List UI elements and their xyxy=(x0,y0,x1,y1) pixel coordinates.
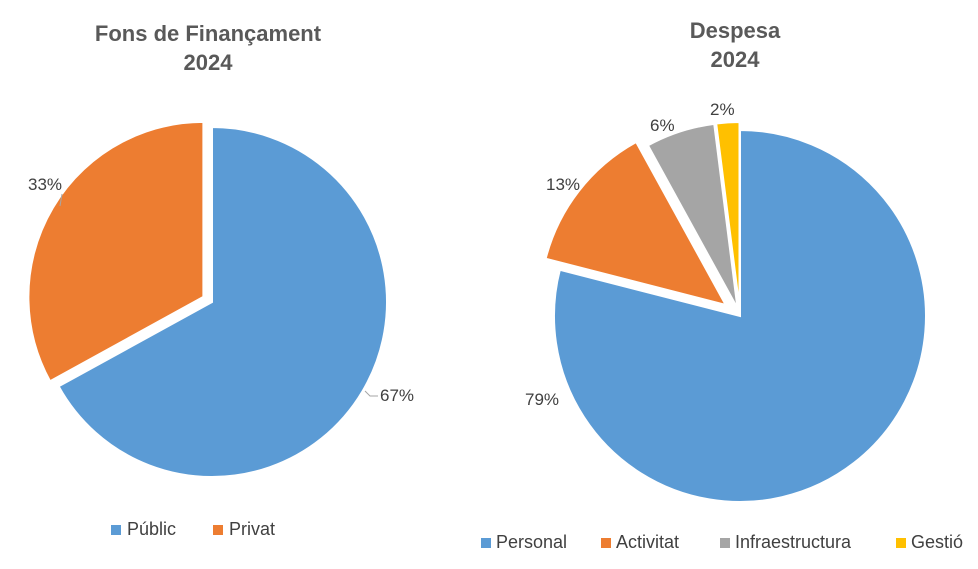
legend-swatch-personal xyxy=(481,538,491,548)
chart2-subtitle: 2024 xyxy=(711,47,761,72)
legend-label-public: Públic xyxy=(127,519,176,539)
data-label-gestio: 2% xyxy=(710,100,735,119)
legend-swatch-public xyxy=(111,525,121,535)
chart1-subtitle: 2024 xyxy=(184,50,234,75)
legend-label-infraestructura: Infraestructura xyxy=(735,532,852,552)
legend-label-privat: Privat xyxy=(229,519,275,539)
chart1-legend: Públic Privat xyxy=(111,519,275,539)
pie-slice-infraestructura xyxy=(646,122,739,309)
legend-swatch-activitat xyxy=(601,538,611,548)
data-label-leader-line xyxy=(364,390,378,397)
data-label-leader-line xyxy=(59,193,63,207)
data-label-activitat: 13% xyxy=(546,175,580,194)
legend-label-activitat: Activitat xyxy=(616,532,679,552)
legend-label-gestio: Gestió xyxy=(911,532,963,552)
legend-label-personal: Personal xyxy=(496,532,567,552)
legend-swatch-privat xyxy=(213,525,223,535)
chart2-legend: Personal Activitat Infraestructura Gestió xyxy=(481,532,963,552)
legend-swatch-gestio xyxy=(896,538,906,548)
pie-slice-public xyxy=(57,125,389,478)
legend-swatch-infraestructura xyxy=(720,538,730,548)
pie-slice-gestio xyxy=(715,121,741,309)
chart1-data-labels: 67% 33% xyxy=(28,175,414,405)
chart2-title: Despesa xyxy=(690,18,781,43)
chart1-title: Fons de Finançament xyxy=(95,21,322,46)
data-label-privat: 33% xyxy=(28,175,62,194)
pie-slice-activitat xyxy=(544,140,728,307)
pie-slice-privat xyxy=(27,120,205,383)
chart2-pie xyxy=(544,121,927,503)
pie-slice-personal xyxy=(553,128,927,503)
data-label-personal: 79% xyxy=(525,390,559,409)
data-label-infraestructura: 6% xyxy=(650,116,675,135)
chart1-pie xyxy=(27,120,389,478)
data-label-public: 67% xyxy=(380,386,414,405)
chart2-data-labels: 79% 13% 6% 2% xyxy=(525,100,735,409)
